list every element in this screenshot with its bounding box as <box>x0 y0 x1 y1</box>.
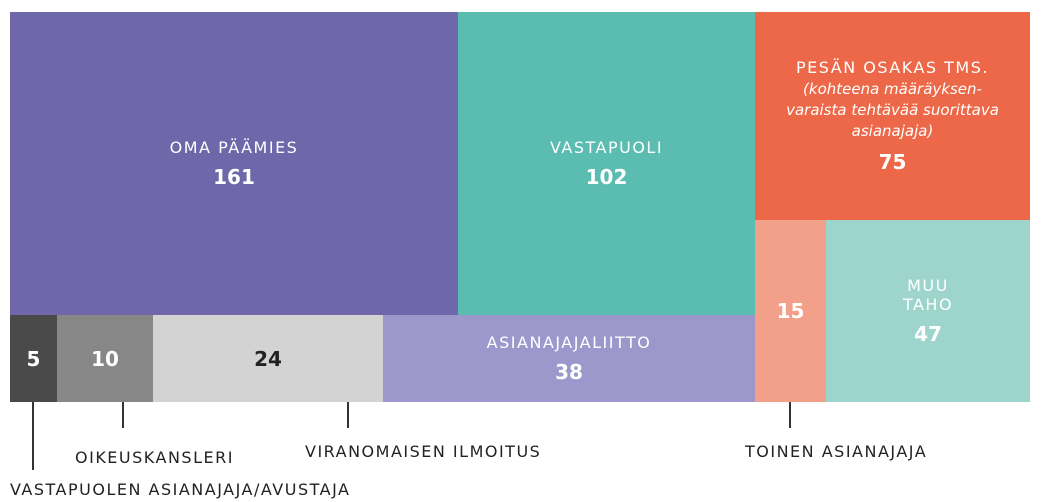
value-label: 5 <box>26 346 41 371</box>
cell-label: MUU TAHO <box>902 276 954 314</box>
value-label: 75 <box>878 150 907 174</box>
value-label: 161 <box>213 165 255 189</box>
leader-line <box>32 402 34 470</box>
cell-note: (kohteena määräyksen-varaista tehtävää s… <box>786 80 999 140</box>
category-label: VIRANOMAISEN ILMOITUS <box>305 442 542 461</box>
category-label: OIKEUSKANSLERI <box>75 448 234 467</box>
treemap-cell: OMA PÄÄMIES 161 <box>10 12 458 315</box>
value-label: 24 <box>254 346 282 371</box>
value-label: 47 <box>914 322 942 346</box>
treemap-cell: PESÄN OSAKAS TMS. (kohteena määräyksen-va… <box>755 12 1030 220</box>
treemap-cell: VASTAPUOLI 102 <box>458 12 755 315</box>
cell-label: VASTAPUOLI <box>549 138 664 157</box>
treemap-cell: MUU TAHO 47 <box>826 220 1030 402</box>
value-label: 10 <box>91 346 119 371</box>
category-label: VASTAPUOLEN ASIANAJAJA/AVUSTAJA <box>10 480 351 499</box>
treemap-cell: ASIANAJAJALIITTO 38 <box>383 315 755 402</box>
treemap-cell: 15 <box>755 220 826 402</box>
leader-line <box>347 402 349 428</box>
category-label: TOINEN ASIANAJAJA <box>745 442 928 461</box>
cell-label: OMA PÄÄMIES <box>169 138 299 157</box>
cell-label: ASIANAJAJALIITTO <box>486 333 652 352</box>
treemap-cell: 24 <box>153 315 383 402</box>
leader-line <box>122 402 124 428</box>
value-label: 102 <box>585 165 628 189</box>
value-label: 15 <box>776 299 805 323</box>
treemap-cell: 5 <box>10 315 57 402</box>
cell-label: PESÄN OSAKAS TMS. <box>796 58 989 77</box>
value-label: 38 <box>555 360 583 384</box>
treemap-cell: 10 <box>57 315 153 402</box>
leader-line <box>789 402 791 428</box>
